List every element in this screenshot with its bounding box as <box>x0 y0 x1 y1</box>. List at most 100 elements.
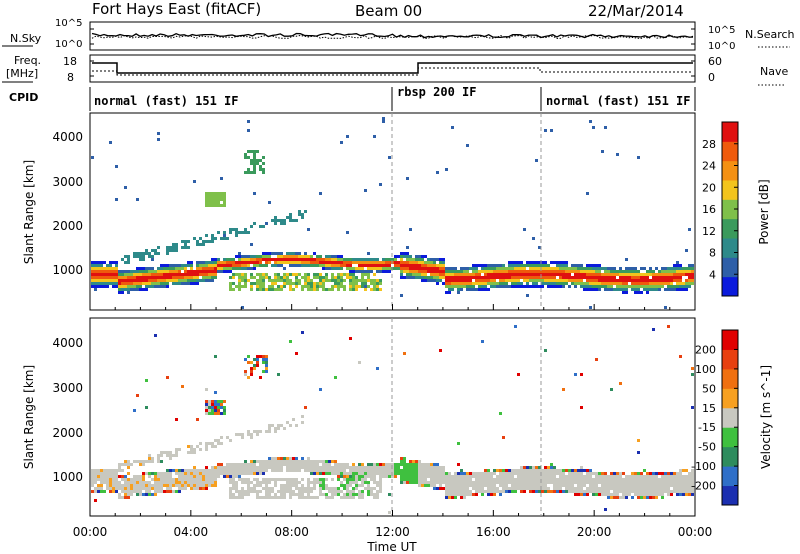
power-cell-708 <box>295 282 298 285</box>
noise-right-tick-bottom: 10^0 <box>708 41 735 52</box>
velocity-cell-1424 <box>550 466 553 469</box>
power-cell-391 <box>214 195 217 198</box>
power-cell-45 <box>103 285 106 288</box>
power-cell-1603 <box>616 288 619 291</box>
power-cell-122 <box>130 276 133 279</box>
velocity-cell-1077 <box>424 469 427 472</box>
velocity-cell-1783 <box>679 469 682 472</box>
velocity-cell-120 <box>136 394 139 397</box>
velocity-cell-1008 <box>397 472 400 475</box>
velocity-cell-596 <box>268 481 271 484</box>
power-cell-379 <box>211 234 214 237</box>
power-cell-1736 <box>670 270 673 273</box>
power-cell-269 <box>175 279 178 282</box>
power-cell-1083 <box>427 279 430 282</box>
power-cell-1395 <box>541 276 544 279</box>
velocity-cell-643 <box>280 490 283 493</box>
power-cell-882 <box>352 270 355 273</box>
power-cell-258 <box>172 276 175 279</box>
power-cell-458 <box>232 267 235 270</box>
power-cell-1113 <box>439 270 442 273</box>
power-cell-268 <box>175 276 178 279</box>
velocity-cell-380 <box>214 478 217 481</box>
power-cell-734 <box>304 264 307 267</box>
velocity-cell-149 <box>145 460 148 463</box>
velocity-cell-1533 <box>589 475 592 478</box>
power-cell-1444 <box>559 270 562 273</box>
power-cell-510 <box>244 285 247 288</box>
velocity-cell-1532 <box>589 472 592 475</box>
power-cell-772 <box>316 273 319 276</box>
velocity-cell-1468 <box>565 487 568 490</box>
velocity-cell-1372 <box>532 472 535 475</box>
power-cell-643 <box>277 279 280 282</box>
velocity-cell-1109 <box>436 469 439 472</box>
velocity-cell-125 <box>136 484 139 487</box>
velocity-cell-30 <box>103 469 106 472</box>
velocity-cell-18 <box>97 478 100 481</box>
velocity-cell-435 <box>232 475 235 478</box>
power-cell-910 <box>361 273 364 276</box>
velocity-cell-448 <box>235 481 238 484</box>
power-cell-1698 <box>655 267 658 270</box>
power-cell-1391 <box>541 264 544 267</box>
velocity-cell-861 <box>346 475 349 478</box>
velocity-cell-1140 <box>448 472 451 475</box>
power-cell-322 <box>196 261 199 264</box>
power-cell-1645 <box>634 270 637 273</box>
velocity-cell-513 <box>250 481 253 484</box>
power-cell-1247 <box>490 264 493 267</box>
velocity-cell-169 <box>151 478 154 481</box>
velocity-cell-1437 <box>553 484 556 487</box>
velocity-cell-963 <box>376 481 379 484</box>
velocity-cell-1340 <box>520 481 523 484</box>
power-cell-1585 <box>610 276 613 279</box>
velocity-cell-277 <box>187 481 190 484</box>
velocity-cell-355 <box>211 406 214 409</box>
power-cell-946 <box>373 264 376 267</box>
power-cell-291 <box>184 270 187 273</box>
power-cell-819 <box>331 279 334 282</box>
power-cell-625 <box>274 222 277 225</box>
power-cell-1505 <box>583 276 586 279</box>
power-cell-398 <box>214 264 217 267</box>
velocity-cell-70 <box>118 475 121 478</box>
power-cell-128 <box>133 255 136 258</box>
velocity-cell-1120 <box>439 478 442 481</box>
velocity-cell-755 <box>313 460 316 463</box>
velocity-cell-1081 <box>424 481 427 484</box>
power-cell-1191 <box>469 267 472 270</box>
power-cell-222 <box>160 282 163 285</box>
power-cell-1178 <box>463 276 466 279</box>
power-cell-548 <box>253 222 256 225</box>
velocity-cell-196 <box>160 475 163 478</box>
power-cell-513 <box>247 150 250 153</box>
power-cell-1379 <box>535 282 538 285</box>
velocity-cell-420 <box>229 463 232 466</box>
velocity-cell-1401 <box>541 481 544 484</box>
velocity-cell-1749 <box>664 487 667 490</box>
power-cell-898 <box>358 258 361 261</box>
velocity-cell-610 <box>271 496 274 499</box>
power-cell-305 <box>190 261 193 264</box>
power-cell-667 <box>283 285 286 288</box>
power-cell-970 <box>382 117 385 120</box>
power-cell-995 <box>394 267 397 270</box>
power-cell-1098 <box>433 276 436 279</box>
power-cell-1147 <box>451 276 454 279</box>
power-cell-1423 <box>550 282 553 285</box>
velocity-cell-42 <box>106 487 109 490</box>
velocity-cell-1228 <box>478 484 481 487</box>
power-cell-264 <box>175 264 178 267</box>
power-cell-65 <box>112 270 115 273</box>
power-cell-563 <box>256 273 259 276</box>
date-label: 22/Mar/2014 <box>588 2 684 20</box>
velocity-cell-76 <box>121 463 124 466</box>
velocity-cell-460 <box>238 490 241 493</box>
velocity-cell-992 <box>388 475 391 478</box>
power-cell-335 <box>199 270 202 273</box>
power-cell-518 <box>247 255 250 258</box>
velocity-cell-1315 <box>511 481 514 484</box>
velocity-cell-1574 <box>604 484 607 487</box>
velocity-cell-619 <box>274 481 277 484</box>
